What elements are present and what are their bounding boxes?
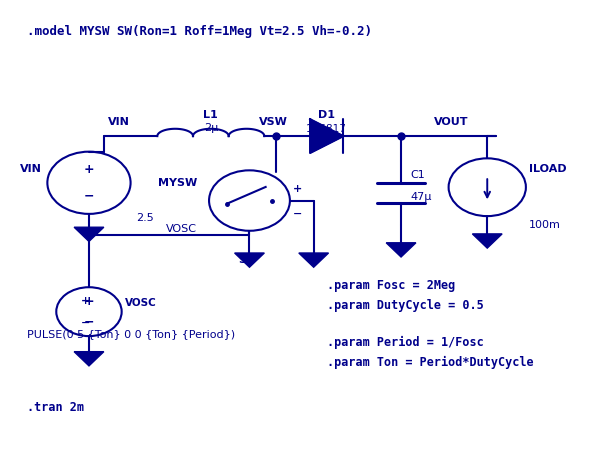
- Polygon shape: [74, 351, 104, 366]
- Polygon shape: [310, 119, 343, 153]
- Polygon shape: [472, 234, 502, 248]
- Polygon shape: [74, 227, 104, 242]
- Text: +: +: [83, 295, 94, 308]
- Text: 2μ: 2μ: [204, 123, 218, 133]
- Text: VOUT: VOUT: [434, 117, 469, 127]
- Text: 100m: 100m: [529, 220, 561, 230]
- Text: −: −: [293, 209, 302, 219]
- Text: +: +: [82, 296, 91, 306]
- Text: ILOAD: ILOAD: [529, 164, 566, 175]
- Text: VSW: VSW: [259, 117, 287, 127]
- Text: VOSC: VOSC: [166, 224, 197, 234]
- Polygon shape: [299, 253, 329, 267]
- Text: .param Fosc = 2Meg: .param Fosc = 2Meg: [327, 279, 455, 292]
- Text: MYSW: MYSW: [158, 178, 197, 188]
- Text: S1: S1: [239, 255, 254, 265]
- Text: PULSE(0 5 {Ton} 0 0 {Ton} {Period}): PULSE(0 5 {Ton} 0 0 {Ton} {Period}): [26, 329, 235, 339]
- Text: +: +: [293, 184, 302, 194]
- Polygon shape: [235, 253, 265, 267]
- Text: 1N5817: 1N5817: [307, 124, 347, 134]
- Text: VIN: VIN: [20, 164, 41, 175]
- Text: .tran 2m: .tran 2m: [26, 400, 83, 414]
- Text: −: −: [84, 189, 94, 202]
- Text: .param Period = 1/Fosc: .param Period = 1/Fosc: [327, 336, 484, 349]
- Text: .model MYSW SW(Ron=1 Roff=1Meg Vt=2.5 Vh=-0.2): .model MYSW SW(Ron=1 Roff=1Meg Vt=2.5 Vh…: [26, 25, 371, 38]
- Text: 47μ: 47μ: [410, 192, 431, 202]
- Text: C1: C1: [410, 170, 425, 180]
- Text: +: +: [83, 163, 94, 176]
- Text: −: −: [82, 318, 91, 328]
- Polygon shape: [386, 243, 416, 257]
- Text: .param DutyCycle = 0.5: .param DutyCycle = 0.5: [327, 298, 484, 311]
- Text: 2.5: 2.5: [137, 213, 154, 223]
- Text: D1: D1: [318, 110, 335, 120]
- Text: VIN: VIN: [108, 117, 130, 127]
- Text: −: −: [84, 315, 94, 328]
- Text: L1: L1: [203, 110, 218, 120]
- Text: VOSC: VOSC: [125, 298, 157, 308]
- Text: .param Ton = Period*DutyCycle: .param Ton = Period*DutyCycle: [327, 356, 533, 369]
